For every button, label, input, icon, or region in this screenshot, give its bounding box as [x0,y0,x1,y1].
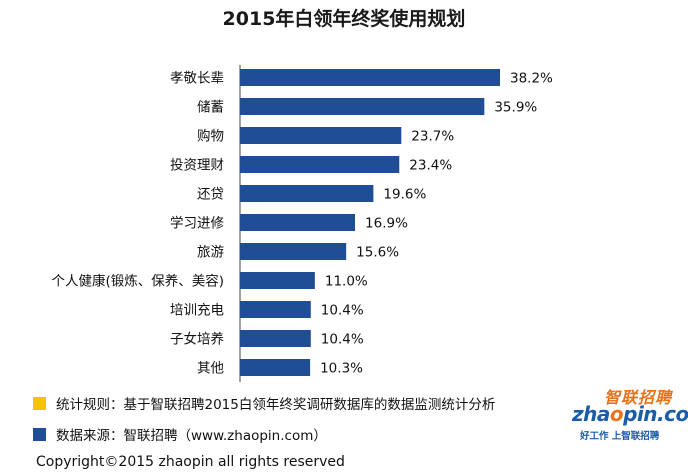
category-label: 孝敬长辈 [170,71,224,87]
logo-brand-cn: 智联招聘 [603,388,672,407]
category-label: 个人健康(锻炼、保养、美容) [51,273,224,290]
category-label: 培训充电 [170,303,224,319]
value-label: 15.6% [356,245,399,261]
logo-slogan: 好工作 上智联招聘 [580,431,660,442]
bar [240,359,311,376]
statistics-rule-note: 统计规则：基于智联招聘2015白领年终奖调研数据库的数据监测统计分析 [33,394,496,413]
bar [240,127,402,144]
logo-brand-en: zhaopin.com [572,402,688,426]
value-label: 23.4% [409,158,452,174]
value-label: 16.9% [365,216,408,232]
blue-legend-swatch [33,427,46,441]
bar [240,185,374,202]
category-label: 其他 [197,361,224,377]
value-label: 19.6% [383,187,426,203]
category-label: 学习进修 [170,216,224,232]
value-label: 10.4% [321,332,364,348]
value-label: 10.3% [320,361,363,377]
chart-title: 2015年白领年终奖使用规划 [222,8,466,30]
copyright-text: Copyright©2015 zhaopin all rights reserv… [36,454,345,470]
category-label: 储蓄 [197,100,224,116]
value-label: 38.2% [510,71,553,87]
bar-chart: 孝敬长辈 38.2% 储蓄 35.9% 购物 23.7% 投资理财 23.4% 还贷 19.6% 学… [51,65,553,382]
yellow-legend-swatch [33,396,46,410]
zhaopin-logo: 智联招聘 zhaopin.com 好工作 上智联招聘 [568,384,688,446]
bar [240,301,311,318]
value-label: 11.0% [325,274,368,290]
category-label: 旅游 [197,245,224,261]
category-label: 还贷 [197,187,224,203]
bar [240,69,500,86]
category-label: 投资理财 [170,158,224,174]
category-label: 购物 [197,129,224,145]
bar [240,156,400,173]
value-label: 23.7% [411,129,454,145]
bar [240,243,347,260]
value-label: 35.9% [494,100,537,116]
data-source-note: 数据来源：智联招聘（www.zhaopin.com） [33,425,327,444]
statistics-rule-text: 统计规则：基于智联招聘2015白领年终奖调研数据库的数据监测统计分析 [56,397,496,413]
bar [240,272,315,289]
data-source-text: 数据来源：智联招聘（www.zhaopin.com） [56,428,327,444]
bar [240,330,311,347]
value-label: 10.4% [321,303,364,319]
bar [240,214,356,231]
category-label: 子女培养 [170,331,224,348]
bar [240,98,485,115]
